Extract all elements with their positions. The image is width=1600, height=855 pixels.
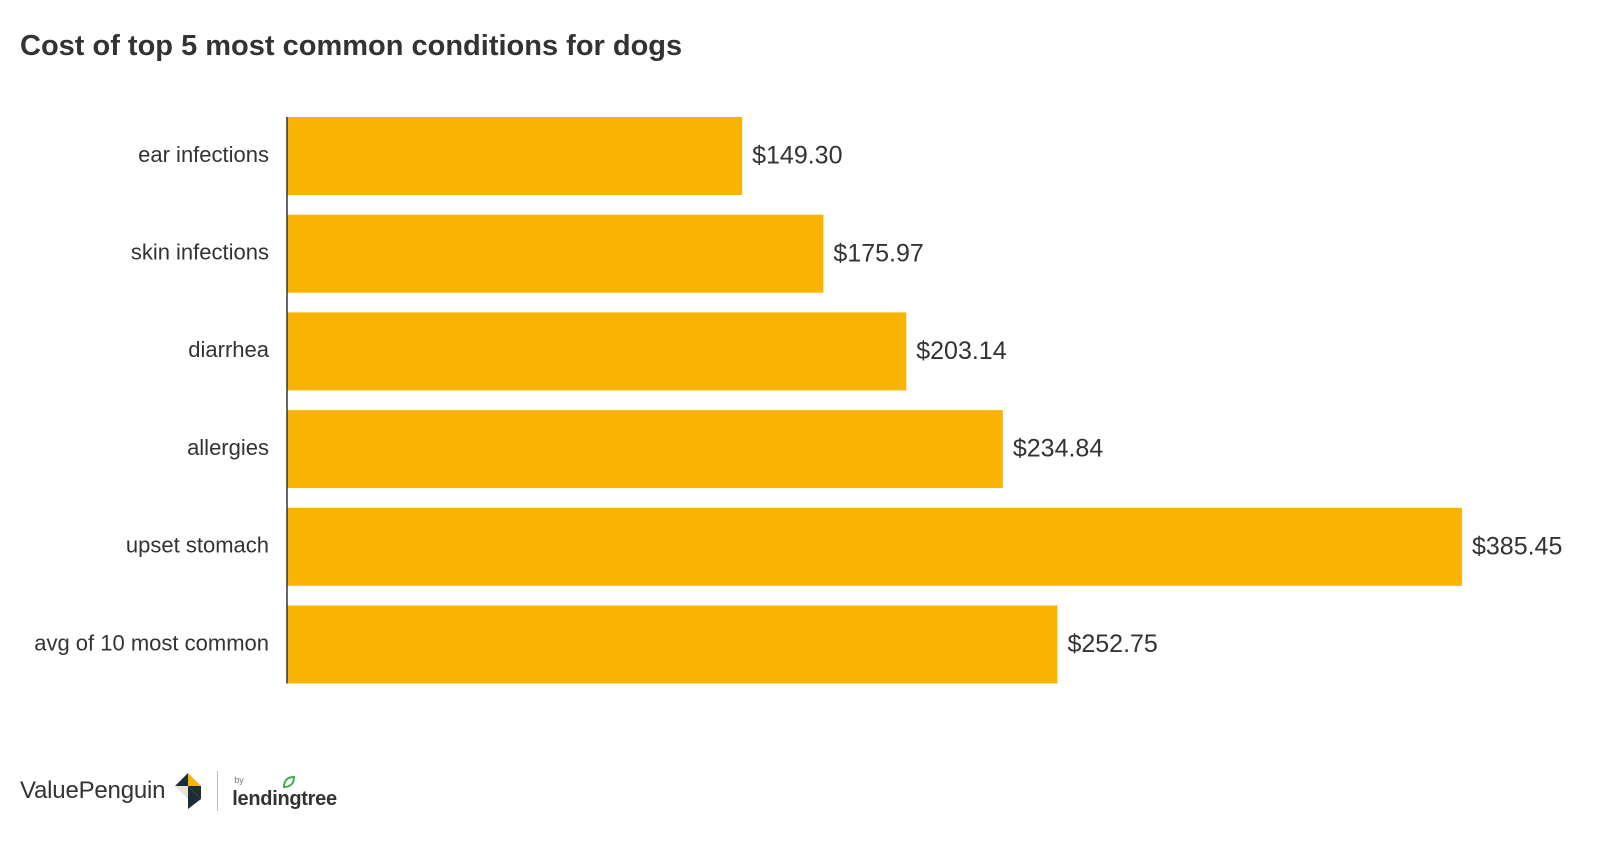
lendingtree-wordmark: lendingtree	[232, 788, 337, 810]
value-label: $252.75	[1067, 630, 1157, 658]
category-label: diarrhea	[188, 337, 269, 362]
category-label: skin infections	[131, 240, 269, 265]
value-label: $385.45	[1472, 532, 1562, 560]
footer-branding: ValuePenguin by lendingtree	[20, 766, 352, 816]
bar-chart: ear infections skin infections diarrhea all…	[34, 117, 1562, 684]
category-label: ear infections	[138, 142, 269, 167]
lendingtree-by-label: by	[234, 775, 244, 785]
bar-allergies	[287, 410, 1003, 489]
category-label: upset stomach	[126, 533, 269, 558]
leaf-icon	[283, 775, 296, 789]
bar-avg-of-10-most-common	[287, 605, 1058, 684]
logo-shape-dark-top	[175, 773, 189, 786]
bar-upset-stomach	[287, 507, 1462, 586]
bar-ear-infections	[287, 117, 743, 195]
category-label: avg of 10 most common	[34, 630, 269, 655]
category-labels-group: ear infections skin infections diarrhea all…	[34, 142, 270, 656]
valuepenguin-wordmark: ValuePenguin	[20, 777, 166, 804]
lendingtree-logo: by lendingtree	[232, 769, 352, 813]
logo-shape-gold	[188, 773, 202, 786]
value-label: $234.84	[1013, 435, 1103, 463]
valuepenguin-logo-icon	[175, 773, 202, 809]
value-label: $175.97	[833, 239, 923, 267]
chart-title: Cost of top 5 most common conditions for…	[20, 30, 683, 62]
value-labels-group: $149.30 $175.97 $203.14 $234.84 $385.45 $252.…	[752, 142, 1562, 659]
footer-divider	[217, 771, 219, 811]
bar-diarrhea	[287, 312, 907, 391]
category-label: allergies	[187, 435, 269, 460]
logo-shape-dark-bottom	[188, 786, 202, 809]
value-label: $149.30	[752, 142, 842, 170]
logo-shape-light	[175, 786, 189, 799]
bar-skin-infections	[287, 214, 824, 293]
bars-group	[287, 117, 1462, 684]
value-label: $203.14	[916, 337, 1006, 365]
